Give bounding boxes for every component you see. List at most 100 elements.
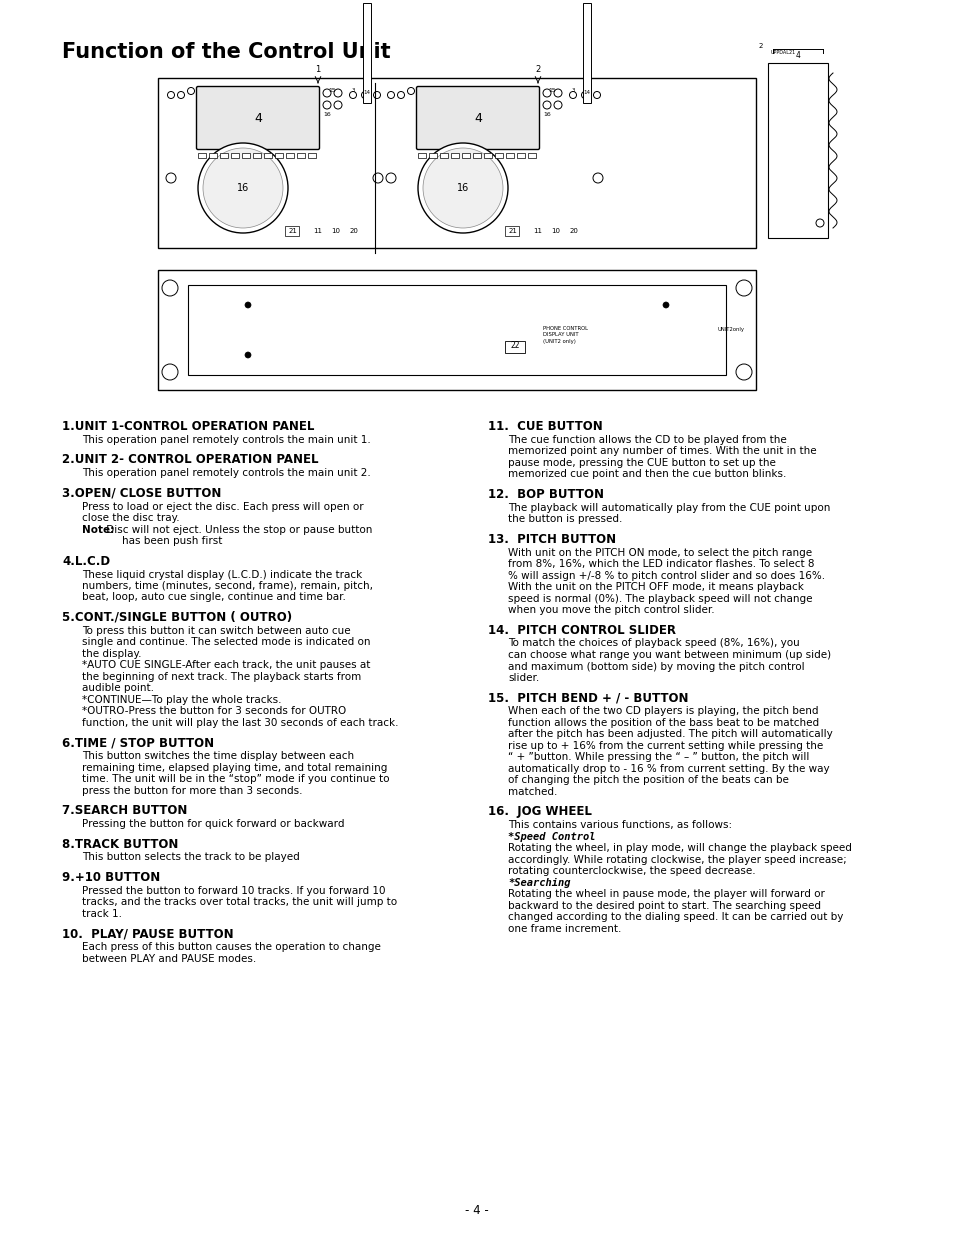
Bar: [461, 153, 470, 158]
Text: UPPDAL21: UPPDAL21: [770, 49, 796, 54]
Text: *Searching: *Searching: [507, 878, 570, 888]
Circle shape: [417, 143, 507, 233]
Text: the button is pressed.: the button is pressed.: [507, 514, 621, 524]
Text: audible point.: audible point.: [82, 683, 153, 693]
Text: 10.  PLAY/ PAUSE BUTTON: 10. PLAY/ PAUSE BUTTON: [62, 927, 233, 940]
Text: PHONE CONTROL
DISPLAY UNIT
(UNIT2 only): PHONE CONTROL DISPLAY UNIT (UNIT2 only): [542, 326, 587, 345]
Text: These liquid crystal display (L.C.D.) indicate the track: These liquid crystal display (L.C.D.) in…: [82, 569, 362, 579]
Text: With the unit on the PITCH OFF mode, it means playback: With the unit on the PITCH OFF mode, it …: [507, 582, 803, 592]
Text: single and continue. The selected mode is indicated on: single and continue. The selected mode i…: [82, 637, 370, 647]
Circle shape: [177, 91, 184, 99]
Text: the beginning of next track. The playback starts from: the beginning of next track. The playbac…: [82, 672, 361, 682]
Text: 6.TIME / STOP BUTTON: 6.TIME / STOP BUTTON: [62, 736, 213, 750]
Text: Function of the Control Unit: Function of the Control Unit: [62, 42, 390, 62]
Text: when you move the pitch control slider.: when you move the pitch control slider.: [507, 605, 714, 615]
Text: can choose what range you want between minimum (up side): can choose what range you want between m…: [507, 650, 830, 659]
Bar: [363, 2, 371, 103]
Text: pause mode, pressing the CUE button to set up the: pause mode, pressing the CUE button to s…: [507, 458, 775, 468]
Text: 4.L.C.D: 4.L.C.D: [62, 555, 110, 568]
Text: one frame increment.: one frame increment.: [507, 924, 620, 934]
Bar: [253, 153, 261, 158]
Text: 2: 2: [758, 43, 762, 49]
Text: With unit on the PITCH ON mode, to select the pitch range: With unit on the PITCH ON mode, to selec…: [507, 547, 811, 558]
Text: 20: 20: [349, 228, 358, 233]
Bar: [209, 153, 216, 158]
Bar: [242, 153, 250, 158]
Text: numbers, time (minutes, second, frame), remain, pitch,: numbers, time (minutes, second, frame), …: [82, 580, 373, 592]
Text: of changing the pitch the position of the beats can be: of changing the pitch the position of th…: [507, 776, 788, 785]
Circle shape: [422, 148, 502, 228]
Circle shape: [323, 89, 331, 98]
Text: This contains various functions, as follows:: This contains various functions, as foll…: [507, 820, 731, 830]
Text: memorized point any number of times. With the unit in the: memorized point any number of times. Wit…: [507, 446, 816, 457]
Bar: [429, 153, 436, 158]
Text: 16: 16: [456, 183, 469, 193]
Bar: [158, 270, 755, 390]
Text: 10: 10: [551, 228, 560, 233]
Text: the display.: the display.: [82, 648, 141, 659]
Text: This operation panel remotely controls the main unit 1.: This operation panel remotely controls t…: [82, 435, 371, 445]
Circle shape: [662, 303, 668, 308]
Circle shape: [188, 88, 194, 95]
Text: 10: 10: [331, 228, 340, 233]
Text: 14: 14: [363, 90, 370, 95]
Text: Rotating the wheel, in play mode, will change the playback speed: Rotating the wheel, in play mode, will c…: [507, 844, 851, 853]
Bar: [504, 226, 518, 236]
Circle shape: [593, 91, 599, 99]
Text: 2: 2: [535, 65, 540, 74]
Text: *CONTINUE—To play the whole tracks.: *CONTINUE—To play the whole tracks.: [82, 695, 281, 705]
Bar: [504, 341, 524, 353]
Text: tracks, and the tracks over total tracks, the unit will jump to: tracks, and the tracks over total tracks…: [82, 898, 396, 908]
Text: 11.  CUE BUTTON: 11. CUE BUTTON: [488, 420, 602, 433]
Circle shape: [203, 148, 283, 228]
Circle shape: [735, 364, 751, 380]
Text: “ + ”button. While pressing the “ – ” button, the pitch will: “ + ”button. While pressing the “ – ” bu…: [507, 752, 808, 762]
Text: 9.+10 BUTTON: 9.+10 BUTTON: [62, 871, 160, 884]
Circle shape: [815, 219, 823, 227]
Text: after the pitch has been adjusted. The pitch will automatically: after the pitch has been adjusted. The p…: [507, 730, 832, 740]
Text: matched.: matched.: [507, 787, 557, 797]
Text: To press this button it can switch between auto cue: To press this button it can switch betwe…: [82, 626, 351, 636]
Text: time. The unit will be in the “stop” mode if you continue to: time. The unit will be in the “stop” mod…: [82, 774, 389, 784]
Text: press the button for more than 3 seconds.: press the button for more than 3 seconds…: [82, 785, 302, 795]
Bar: [473, 153, 480, 158]
Bar: [527, 153, 536, 158]
Circle shape: [374, 91, 380, 99]
Circle shape: [542, 101, 551, 109]
Circle shape: [407, 88, 414, 95]
Text: has been push first: has been push first: [122, 536, 222, 546]
Circle shape: [162, 280, 178, 296]
Text: 15.  PITCH BEND + / - BUTTON: 15. PITCH BEND + / - BUTTON: [488, 692, 688, 704]
Text: 3.OPEN/ CLOSE BUTTON: 3.OPEN/ CLOSE BUTTON: [62, 487, 221, 500]
Text: Pressed the button to forward 10 tracks. If you forward 10: Pressed the button to forward 10 tracks.…: [82, 885, 385, 895]
Text: 3: 3: [351, 89, 355, 94]
Text: 11: 11: [533, 228, 542, 233]
Circle shape: [373, 173, 382, 183]
Text: remaining time, elapsed playing time, and total remaining: remaining time, elapsed playing time, an…: [82, 763, 387, 773]
Text: This button switches the time display between each: This button switches the time display be…: [82, 751, 354, 761]
Circle shape: [245, 303, 251, 308]
Text: 15: 15: [328, 89, 335, 94]
Text: changed according to the dialing speed. It can be carried out by: changed according to the dialing speed. …: [507, 913, 842, 923]
Bar: [264, 153, 272, 158]
Text: UNIT2only: UNIT2only: [717, 327, 743, 332]
Text: *AUTO CUE SINGLE-After each track, the unit pauses at: *AUTO CUE SINGLE-After each track, the u…: [82, 661, 370, 671]
Text: The cue function allows the CD to be played from the: The cue function allows the CD to be pla…: [507, 435, 786, 445]
Bar: [767, 63, 827, 238]
Circle shape: [168, 91, 174, 99]
Text: 1: 1: [315, 65, 320, 74]
Bar: [417, 153, 426, 158]
Bar: [198, 153, 206, 158]
Text: 3: 3: [571, 89, 574, 94]
Circle shape: [593, 173, 602, 183]
Circle shape: [245, 352, 251, 358]
Circle shape: [387, 91, 395, 99]
Text: - 4 -: - 4 -: [465, 1203, 488, 1216]
Text: 4: 4: [474, 111, 481, 125]
Text: 14: 14: [583, 90, 590, 95]
Text: 5.CONT./SINGLE BUTTON ( OUTRO): 5.CONT./SINGLE BUTTON ( OUTRO): [62, 611, 292, 624]
Text: automatically drop to - 16 % from current setting. By the way: automatically drop to - 16 % from curren…: [507, 764, 829, 774]
FancyBboxPatch shape: [196, 86, 319, 149]
Text: The playback will automatically play from the CUE point upon: The playback will automatically play fro…: [507, 503, 829, 513]
Bar: [296, 153, 305, 158]
